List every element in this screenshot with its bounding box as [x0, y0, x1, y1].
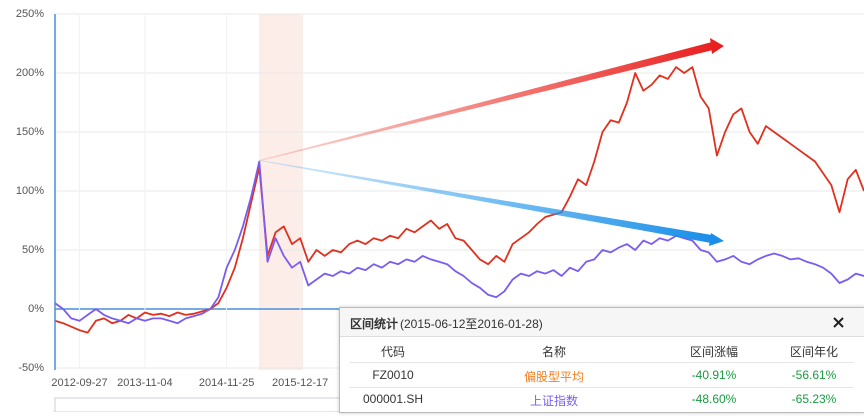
y-tick-label: -50% [18, 362, 44, 374]
column-header: 名称 [541, 345, 567, 359]
highlight-band [259, 14, 303, 370]
interval-panel: 区间统计 (2015-06-12至2016-01-28) 代码 名称 区间涨幅 … [339, 307, 864, 413]
x-tick-label: 2015-12-17 [272, 377, 328, 389]
column-header: 区间年化 [789, 345, 839, 359]
close-button[interactable] [833, 317, 844, 328]
y-tick-label: 150% [16, 126, 44, 138]
x-tick-label: 2013-11-04 [117, 377, 172, 389]
panel-range: (2015-06-12至2016-01-28) [400, 317, 543, 331]
x-tick-label: 2014-11-25 [199, 377, 254, 389]
annualized: -65.23% [791, 392, 837, 406]
annualized: -56.61% [791, 368, 837, 382]
y-tick-label: 250% [16, 8, 44, 20]
code: FZ0010 [372, 368, 414, 382]
arrow-head [710, 38, 724, 54]
name: 偏股型平均 [523, 370, 585, 384]
arrow-head [709, 233, 724, 246]
code: 000001.SH [362, 392, 424, 406]
y-tick-label: 0% [28, 303, 44, 315]
row-divider [350, 387, 854, 388]
change: -40.91% [691, 368, 737, 382]
y-tick-label: 100% [16, 185, 44, 197]
trend-arrow [260, 160, 712, 243]
y-tick-label: 50% [22, 244, 44, 256]
panel-title: 区间统计 [350, 317, 399, 331]
name: 上证指数 [529, 394, 579, 408]
change: -48.60% [691, 392, 737, 406]
series-line [54, 160, 864, 325]
panel-header [340, 308, 864, 337]
column-header: 区间涨幅 [689, 345, 739, 359]
series-line [54, 66, 864, 334]
column-header: 代码 [380, 345, 406, 359]
y-tick-label: 200% [16, 67, 44, 79]
row-divider [350, 362, 854, 363]
trend-arrow [260, 42, 713, 161]
x-tick-label: 2012-09-27 [51, 377, 107, 389]
